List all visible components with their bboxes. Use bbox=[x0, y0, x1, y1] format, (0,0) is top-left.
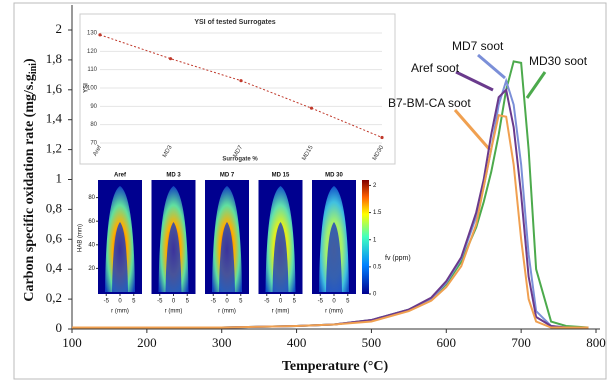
heatmap-x-tick-label: -5 bbox=[104, 299, 110, 305]
x-tick-label: 700 bbox=[511, 335, 531, 350]
inset-y-tick-label: 130 bbox=[87, 31, 98, 37]
inset-y-tick-label: 110 bbox=[87, 67, 97, 73]
x-tick-label: 600 bbox=[437, 335, 457, 350]
x-tick-label: 100 bbox=[62, 335, 82, 350]
inset-point bbox=[380, 136, 383, 139]
y-tick-label: 1,2 bbox=[46, 141, 62, 156]
heatmap-x-tick-label: -5 bbox=[264, 299, 270, 305]
heatmap-x-tick-label: -5 bbox=[211, 299, 217, 305]
heatmap-title: MD 15 bbox=[272, 173, 290, 179]
x-tick-label: 500 bbox=[362, 335, 382, 350]
y-label-end: ) bbox=[22, 58, 37, 63]
inset-point bbox=[98, 33, 101, 36]
heatmap-x-tick-label: -5 bbox=[157, 299, 163, 305]
colorbar-label: fv (ppm) bbox=[385, 255, 411, 262]
heatmap-title: MD 7 bbox=[220, 173, 235, 179]
colorbar-tick-label: 1 bbox=[373, 237, 377, 243]
x-tick-label: 200 bbox=[137, 335, 157, 350]
inset-x-label: Surrogate % bbox=[222, 157, 258, 163]
y-tick-label: 0,2 bbox=[46, 290, 62, 305]
heatmap-y-label: HAB (mm) bbox=[78, 224, 84, 252]
series-annotation: MD30 soot bbox=[529, 54, 588, 68]
annotation-arrow bbox=[527, 72, 545, 98]
heatmap-x-label: r (mm) bbox=[325, 309, 343, 315]
heatmap-x-tick-label: 0 bbox=[118, 299, 122, 305]
heatmap-x-tick-label: 5 bbox=[293, 299, 297, 305]
inset-frame bbox=[80, 14, 395, 164]
inset-y-tick-label: 120 bbox=[87, 49, 98, 55]
inset-title: YSI of tested Surrogates bbox=[194, 19, 275, 26]
figure: Carbon specific oxidation rate (mg/s.gin… bbox=[0, 0, 614, 382]
x-tick-label: 400 bbox=[287, 335, 307, 350]
heatmap-x-tick-label: 5 bbox=[346, 299, 350, 305]
y-tick-label: 0 bbox=[56, 320, 63, 335]
y-tick-label: 0,4 bbox=[46, 260, 63, 275]
x-tick-label: 300 bbox=[212, 335, 232, 350]
colorbar bbox=[362, 180, 369, 294]
x-axis-label: Temperature (°C) bbox=[282, 359, 389, 374]
y-tick-label: 0,8 bbox=[46, 200, 62, 215]
y-tick-label: 1,8 bbox=[46, 51, 62, 66]
heatmap-x-label: r (mm) bbox=[111, 309, 129, 315]
heatmap-x-tick-label: -5 bbox=[318, 299, 324, 305]
y-tick-label: 0,6 bbox=[46, 230, 63, 245]
y-tick-label: 1 bbox=[56, 170, 63, 185]
series-annotation: MD7 soot bbox=[452, 39, 504, 53]
colorbar-tick-label: 1.5 bbox=[373, 210, 382, 216]
annotation-arrow bbox=[455, 110, 490, 150]
annotation-arrow bbox=[478, 55, 505, 78]
heatmap-x-label: r (mm) bbox=[218, 309, 236, 315]
series-annotation: B7-BM-CA soot bbox=[388, 96, 471, 110]
heatmap-y-tick-label: 60 bbox=[88, 219, 95, 225]
heatmap-x-label: r (mm) bbox=[165, 309, 183, 315]
heatmap-x-tick-label: 0 bbox=[225, 299, 229, 305]
x-tick-label: 800 bbox=[586, 335, 606, 350]
colorbar-tick-label: 0.5 bbox=[373, 264, 382, 270]
colorbar-tick-label: 0 bbox=[373, 292, 377, 298]
series-annotation: Aref soot bbox=[411, 61, 460, 75]
inset-point bbox=[239, 79, 242, 82]
heatmap-x-tick-label: 5 bbox=[132, 299, 136, 305]
heatmap-x-tick-label: 5 bbox=[239, 299, 243, 305]
heatmap-y-tick-label: 20 bbox=[88, 266, 95, 272]
y-label-sub: ini bbox=[28, 63, 39, 74]
inset-y-tick-label: 90 bbox=[90, 104, 97, 110]
heatmap-title: Aref bbox=[114, 173, 127, 179]
inset-y-tick-label: 80 bbox=[90, 122, 97, 128]
annotation-arrow bbox=[456, 72, 493, 90]
inset-y-tick-label: 100 bbox=[87, 86, 98, 92]
y-tick-label: 1,4 bbox=[46, 111, 63, 126]
y-label-main: Carbon specific oxidation rate (mg/s.g bbox=[22, 74, 37, 301]
heatmap-title: MD 3 bbox=[166, 173, 181, 179]
heatmap-x-label: r (mm) bbox=[272, 309, 290, 315]
y-tick-label: 1,6 bbox=[46, 81, 63, 96]
heatmap-x-tick-label: 0 bbox=[279, 299, 283, 305]
heatmap-title: MD 30 bbox=[325, 173, 343, 179]
heatmap-x-tick-label: 0 bbox=[332, 299, 336, 305]
heatmap-x-tick-label: 0 bbox=[172, 299, 176, 305]
inset-point bbox=[310, 107, 313, 110]
heatmap-x-tick-label: 5 bbox=[186, 299, 190, 305]
heatmap-y-tick-label: 80 bbox=[88, 195, 95, 201]
colorbar-tick-label: 2 bbox=[373, 183, 377, 189]
heatmap-y-tick-label: 40 bbox=[88, 242, 95, 248]
y-tick-label: 2 bbox=[56, 21, 63, 36]
y-axis-label: Carbon specific oxidation rate (mg/s.gin… bbox=[22, 58, 39, 302]
inset-point bbox=[169, 57, 172, 60]
